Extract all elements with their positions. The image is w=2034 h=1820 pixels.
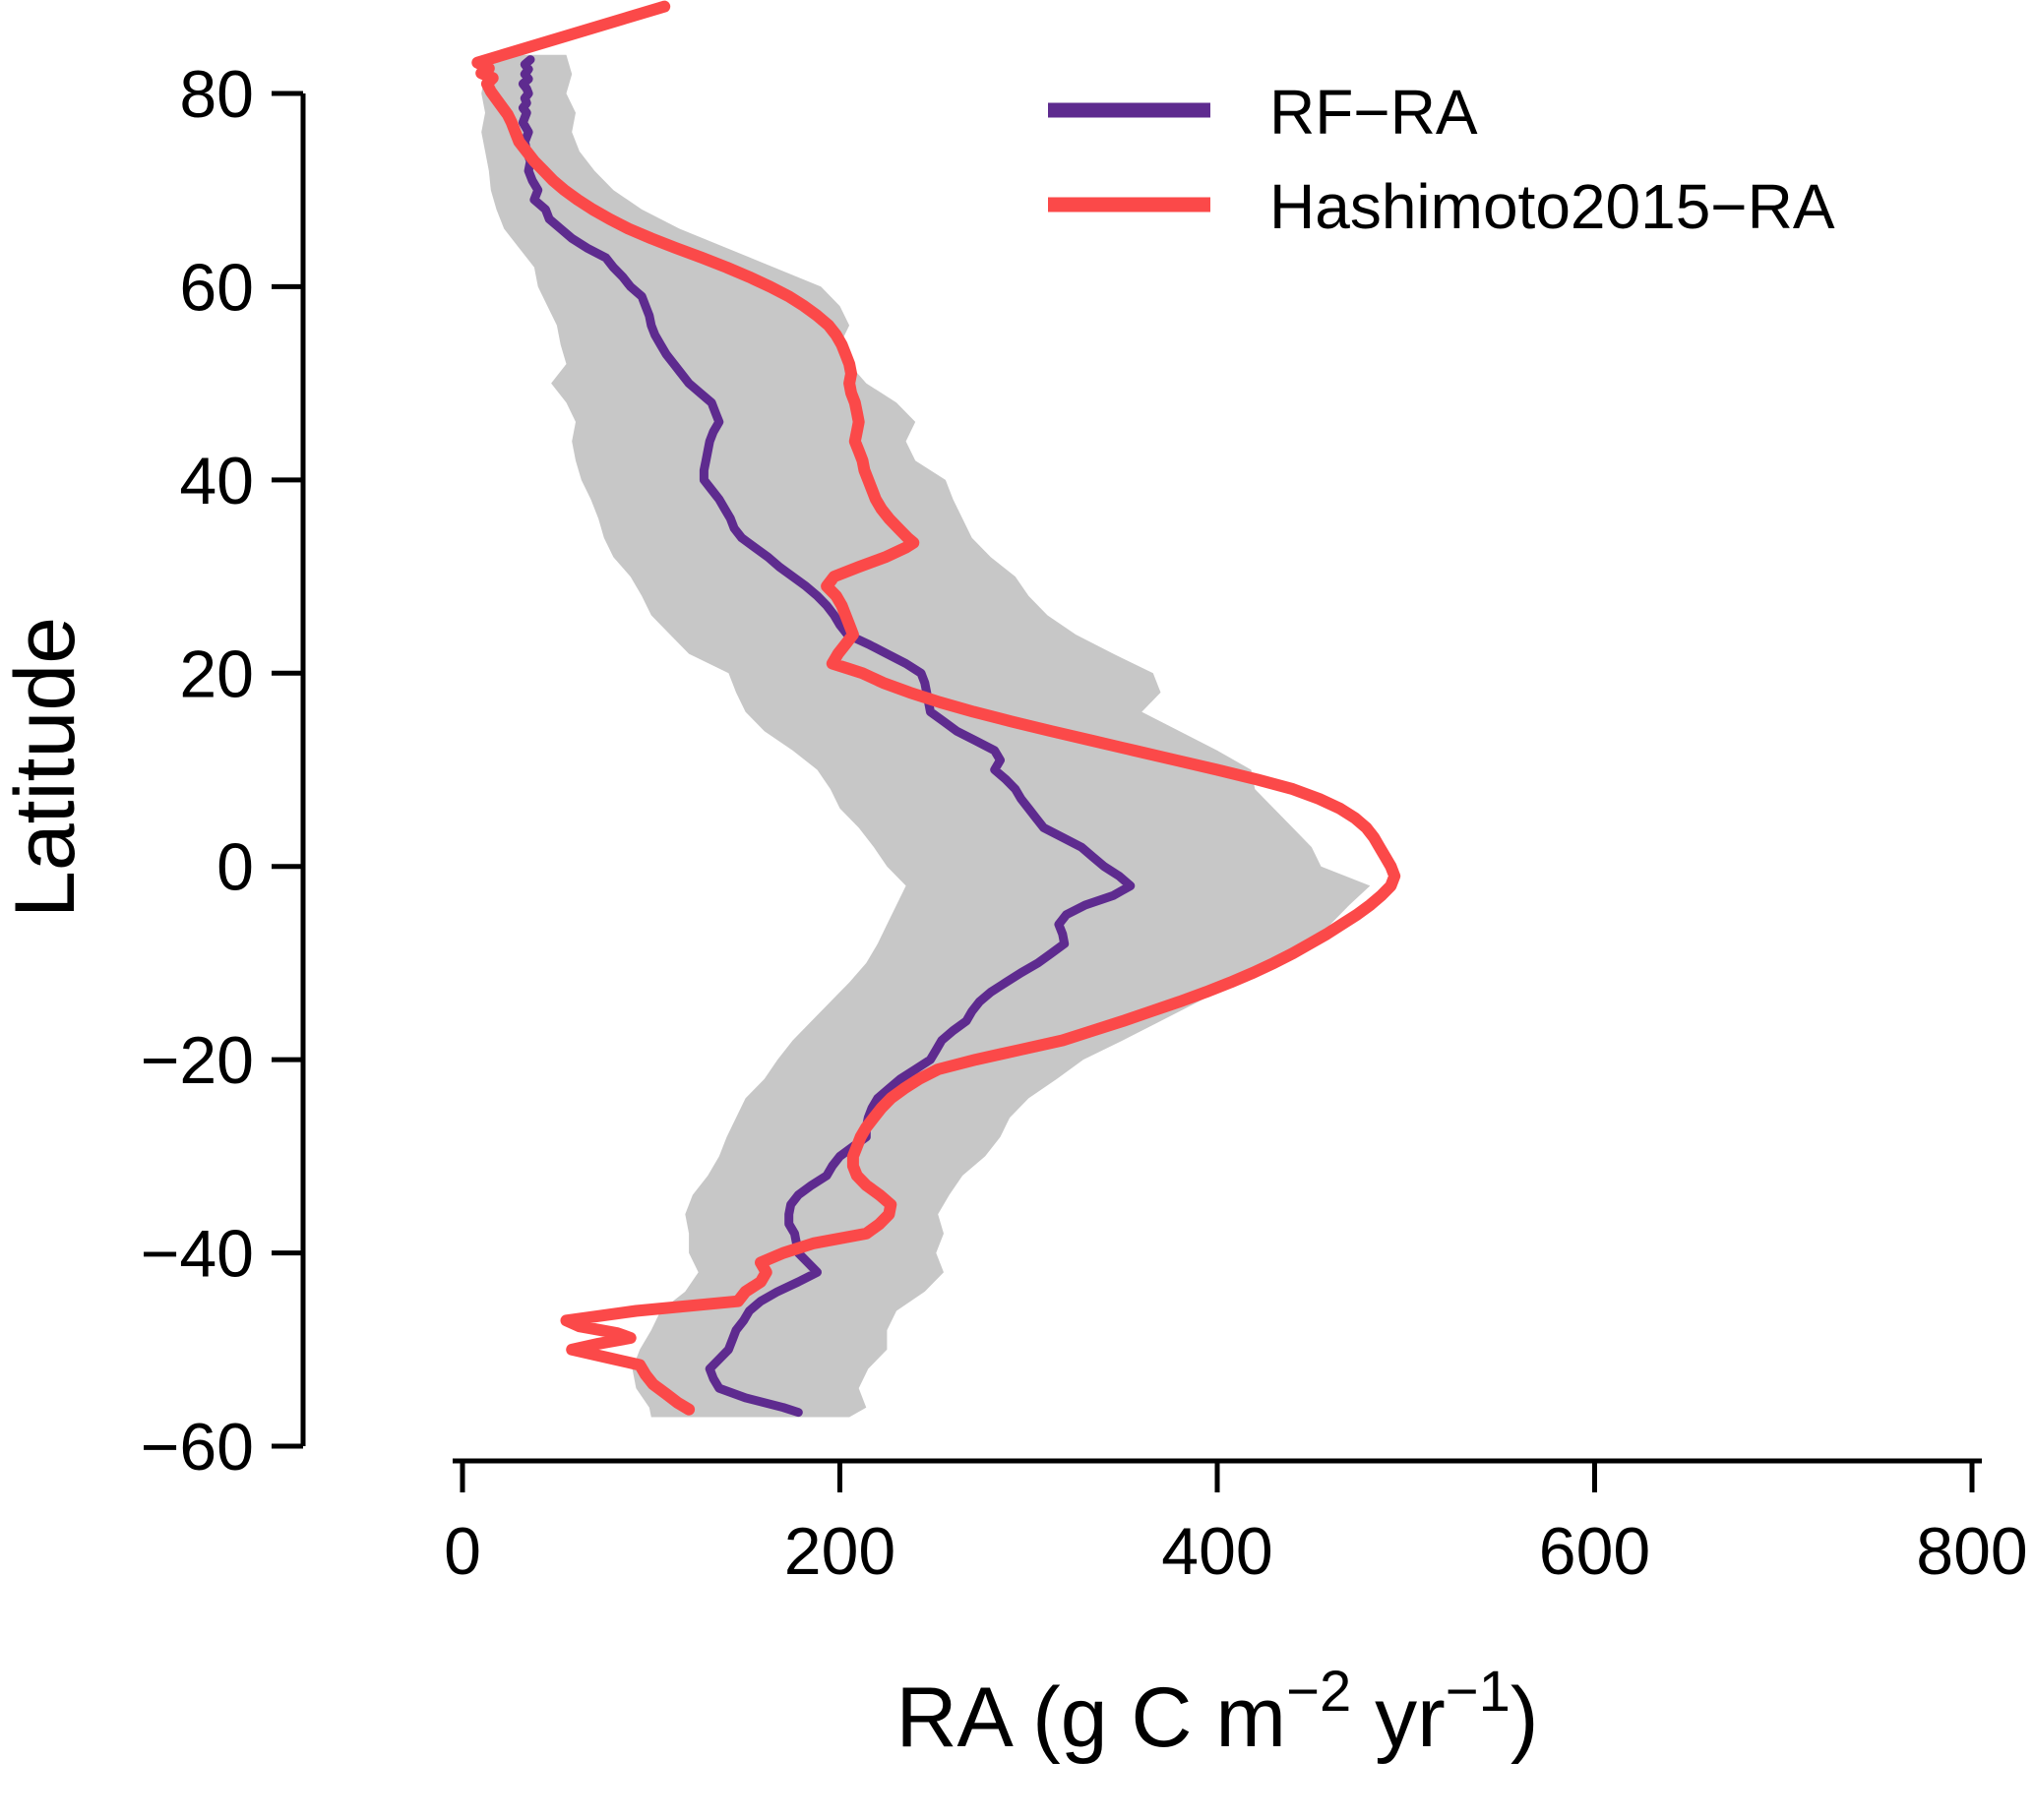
y-tick-label: 0 [216,830,254,905]
x-axis-title: RA (g C m−2 yr−1) [895,1660,1538,1765]
y-tick-label: −20 [141,1023,254,1098]
x-tick-label: 200 [784,1514,895,1589]
y-axis-title: Latitude [0,617,92,918]
y-tick-label: −60 [141,1410,254,1485]
y-tick-label: −40 [141,1217,254,1292]
y-tick-label: 60 [179,250,254,325]
x-tick-label: 400 [1161,1514,1272,1589]
legend-label-hashimoto: Hashimoto2015−RA [1269,171,1835,242]
hashimoto2015-ra-line [471,0,1401,1416]
y-tick-label: 40 [179,444,254,518]
legend-label-rf: RF−RA [1269,77,1478,148]
uncertainty-band [481,54,1371,1418]
x-tick-label: 800 [1916,1514,2027,1589]
x-tick-label: 0 [444,1514,481,1589]
y-tick-label: 80 [179,57,254,132]
rf-ra-line [518,55,1136,1418]
x-tick-label: 600 [1539,1514,1650,1589]
chart-plot-area: 0 200 400 600 800806040200−20−40−60RF−RAHash… [141,0,2028,1589]
y-tick-label: 20 [179,637,254,711]
